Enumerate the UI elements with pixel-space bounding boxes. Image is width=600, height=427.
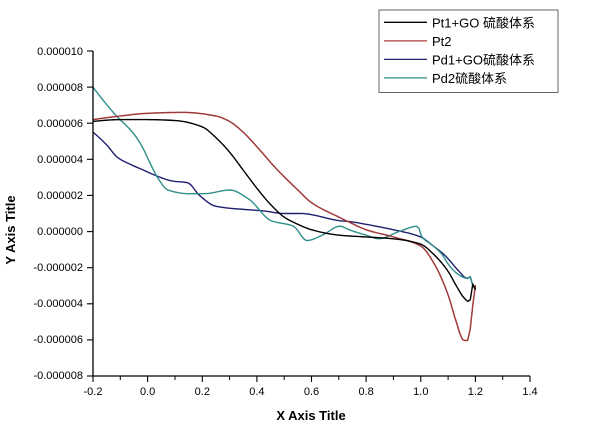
svg-text:X Axis Title: X Axis Title [276, 408, 345, 423]
svg-text:-0.000008: -0.000008 [33, 370, 83, 382]
svg-text:-0.000004: -0.000004 [33, 298, 83, 310]
svg-text:0.000000: 0.000000 [37, 226, 83, 238]
svg-text:0.2: 0.2 [195, 386, 210, 398]
svg-text:0.000002: 0.000002 [37, 190, 83, 202]
svg-text:0.000008: 0.000008 [37, 82, 83, 94]
svg-text:Pt1+GO 硫酸体系: Pt1+GO 硫酸体系 [432, 15, 535, 30]
svg-text:0.000010: 0.000010 [37, 46, 83, 58]
svg-text:Pt2: Pt2 [432, 34, 452, 49]
svg-text:Y Axis Title: Y Axis Title [3, 195, 18, 264]
svg-text:1.0: 1.0 [413, 386, 428, 398]
svg-text:1.2: 1.2 [468, 386, 483, 398]
svg-text:0.6: 0.6 [304, 386, 319, 398]
svg-text:0.000004: 0.000004 [37, 154, 83, 166]
svg-text:1.4: 1.4 [522, 386, 537, 398]
svg-text:-0.000006: -0.000006 [33, 334, 83, 346]
svg-text:0.000006: 0.000006 [37, 118, 83, 130]
svg-text:-0.000002: -0.000002 [33, 262, 83, 274]
svg-text:Pd2硫酸体系: Pd2硫酸体系 [432, 71, 507, 86]
svg-text:-0.2: -0.2 [84, 386, 103, 398]
svg-text:0.8: 0.8 [358, 386, 373, 398]
svg-text:0.0: 0.0 [140, 386, 155, 398]
svg-text:Pd1+GO硫酸体系: Pd1+GO硫酸体系 [432, 52, 535, 67]
svg-text:0.4: 0.4 [249, 386, 264, 398]
